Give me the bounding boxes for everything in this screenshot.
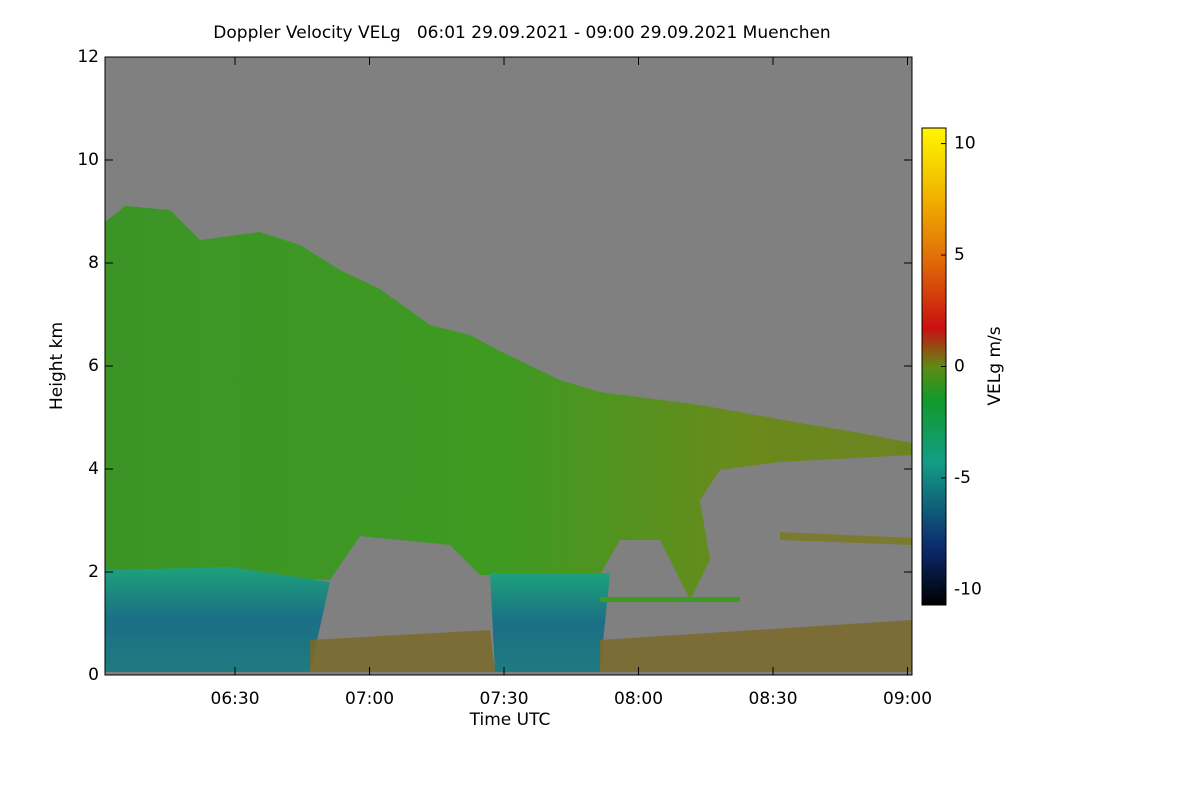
y-tick-label: 10 (77, 150, 99, 170)
cloud-layer (780, 532, 912, 545)
rain-region (490, 573, 610, 672)
colorbar-tick-label: -5 (954, 468, 971, 488)
x-tick-label: 08:00 (614, 689, 663, 709)
chart-title: Doppler Velocity VELg 06:01 29.09.2021 -… (213, 23, 830, 43)
y-axis-label: Height km (47, 322, 67, 410)
x-tick-label: 06:30 (211, 689, 260, 709)
clutter-region (310, 630, 495, 672)
y-tick-label: 2 (88, 562, 99, 582)
plot-field (105, 57, 912, 675)
x-tick-label: 09:00 (883, 689, 932, 709)
y-tick-label: 12 (77, 47, 99, 67)
colorbar-tick-label: 0 (954, 357, 965, 377)
x-tick-label: 08:30 (749, 689, 798, 709)
colorbar-tick-label: 10 (954, 134, 976, 154)
y-tick-label: 0 (88, 665, 99, 685)
clutter-region (600, 620, 912, 672)
colorbar-tick-label: -10 (954, 579, 982, 599)
rain-region (105, 567, 330, 672)
y-tick-label: 6 (88, 356, 99, 376)
y-tick-label: 4 (88, 459, 99, 479)
x-axis-label: Time UTC (469, 710, 551, 730)
colorbar-tick-label: 5 (954, 245, 965, 265)
x-tick-label: 07:30 (480, 689, 529, 709)
cloud-region (105, 206, 912, 600)
cloud-layer (600, 597, 740, 602)
y-tick-label: 8 (88, 253, 99, 273)
x-tick-label: 07:00 (345, 689, 394, 709)
colorbar-label: VELg m/s (985, 326, 1005, 405)
